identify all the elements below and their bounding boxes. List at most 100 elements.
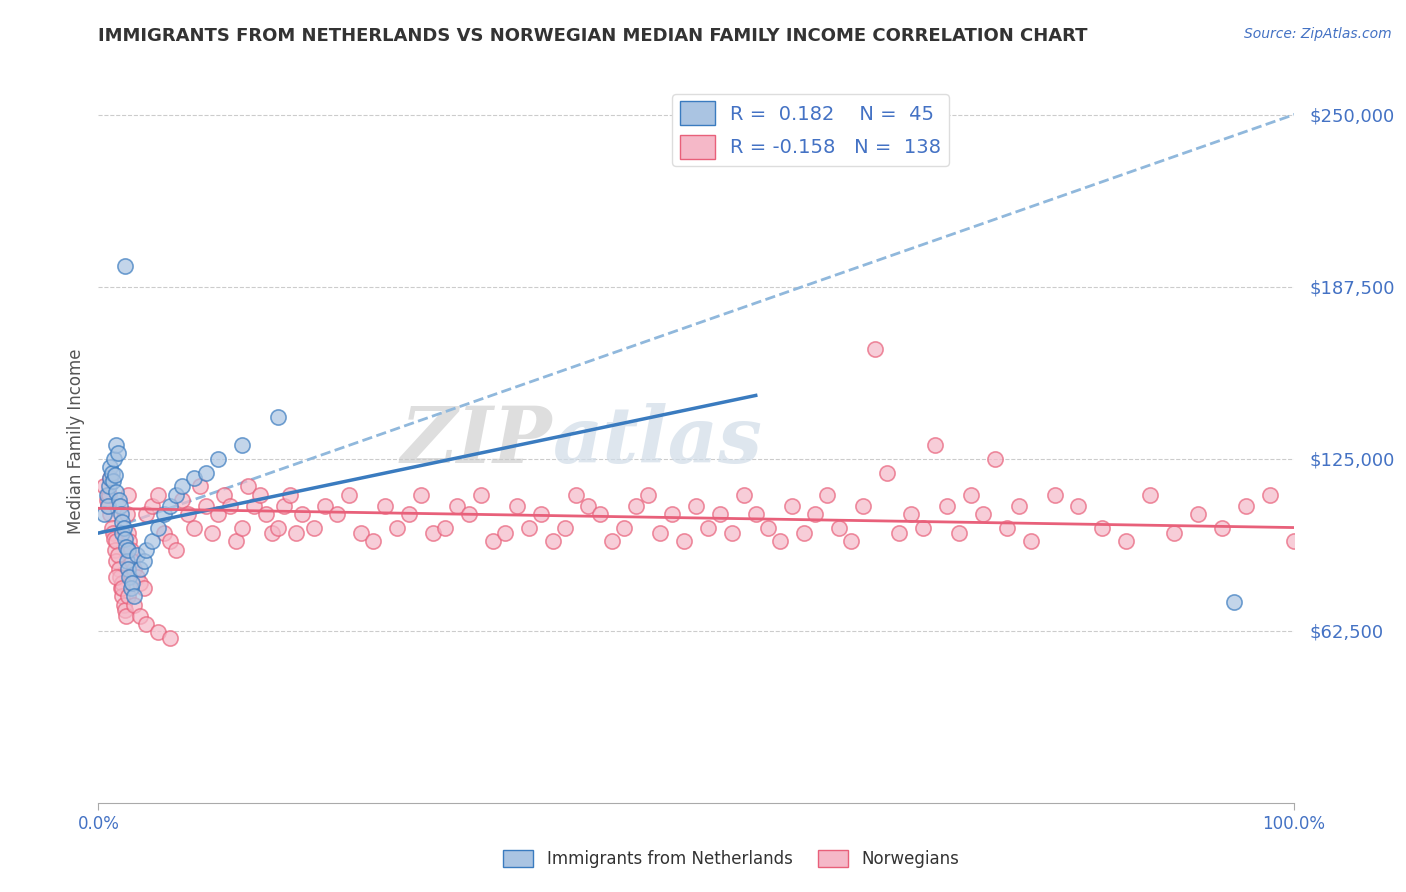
Point [124,598,146,612]
Point [135,542,157,557]
Point [107,446,129,460]
Point [93,507,115,521]
Point [673,534,696,549]
Point [231,520,253,534]
Point [434,520,457,534]
Point [697,520,720,534]
Text: IMMIGRANTS FROM NETHERLANDS VS NORWEGIAN MEDIAN FAMILY INCOME CORRELATION CHART: IMMIGRANTS FROM NETHERLANDS VS NORWEGIAN… [98,27,1088,45]
Point [260,526,283,541]
Point [506,499,529,513]
Point [1115,534,1137,549]
Point [115,553,138,567]
Point [177,507,200,521]
Point [1043,487,1066,501]
Point [1234,499,1257,513]
Point [101,474,124,488]
Point [108,570,131,584]
Point [243,499,266,513]
Point [350,526,373,541]
Point [121,553,143,567]
Point [97,499,120,513]
Point [936,499,959,513]
Point [107,548,129,562]
Point [120,581,142,595]
Point [578,499,600,513]
Point [132,581,155,595]
Point [135,507,157,521]
Point [124,590,146,604]
Point [98,479,121,493]
Point [267,410,290,425]
Point [315,499,337,513]
Point [101,526,124,541]
Point [124,562,146,576]
Text: Source: ZipAtlas.com: Source: ZipAtlas.com [1244,27,1392,41]
Point [93,479,115,493]
Point [589,507,612,521]
Point [470,487,492,501]
Point [911,520,934,534]
Point [105,570,128,584]
Point [118,570,141,584]
Point [385,520,409,534]
Point [422,526,444,541]
Point [1211,520,1233,534]
Point [201,526,224,541]
Point [948,526,970,541]
Point [98,507,122,521]
Point [685,499,707,513]
Point [172,493,194,508]
Point [148,625,170,640]
Point [284,526,307,541]
Point [828,520,851,534]
Point [114,532,136,546]
Point [159,499,181,513]
Point [1223,595,1246,609]
Point [804,507,827,521]
Point [188,479,211,493]
Y-axis label: Median Family Income: Median Family Income [66,349,84,534]
Point [129,575,152,590]
Point [100,466,122,480]
Legend: Immigrants from Netherlands, Norwegians: Immigrants from Netherlands, Norwegians [496,843,966,875]
Point [114,603,136,617]
Point [876,466,898,480]
Point [924,438,946,452]
Point [129,608,152,623]
Point [108,499,131,513]
Point [530,507,553,521]
Point [103,451,125,466]
Point [141,534,163,549]
Point [117,590,139,604]
Point [363,534,385,549]
Point [302,520,325,534]
Point [411,487,433,501]
Point [112,598,135,612]
Point [165,487,187,501]
Point [1139,487,1161,501]
Point [326,507,349,521]
Point [995,520,1018,534]
Point [117,542,139,557]
Point [118,534,141,549]
Point [815,487,838,501]
Point [107,493,129,508]
Point [733,487,755,501]
Point [841,534,863,549]
Point [291,507,314,521]
Point [107,562,129,576]
Point [768,534,790,549]
Legend: R =  0.182    N =  45, R = -0.158   N =  138: R = 0.182 N = 45, R = -0.158 N = 138 [672,94,949,166]
Point [159,631,181,645]
Point [374,499,396,513]
Point [103,532,125,546]
Point [900,507,922,521]
Point [117,562,139,576]
Point [756,520,779,534]
Point [98,487,121,501]
Point [458,507,481,521]
Point [115,507,138,521]
Point [111,575,134,590]
Point [105,438,128,452]
Point [960,487,983,501]
